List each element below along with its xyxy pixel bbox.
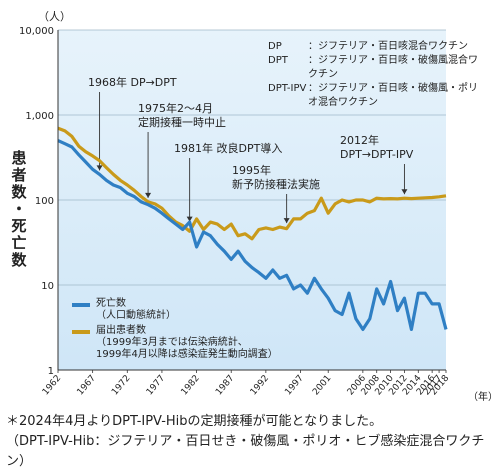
x-tick-label: 1977 bbox=[145, 374, 167, 398]
x-tick-label: 1992 bbox=[249, 374, 271, 398]
footnote: ＊2024年4月よりDPT-IPV-Hibの定期接種が可能となりました。 （DP… bbox=[6, 412, 500, 472]
annotation-1968: 1968年 DP→DPT bbox=[88, 76, 177, 89]
event-arrowhead bbox=[401, 189, 408, 195]
legend-row-dpt-ipv: DPT-IPV ：ジフテリア・百日咳・破傷風・ポリオ混合ワクチン bbox=[268, 82, 483, 110]
legend-deaths-note: （人口動態統計） bbox=[96, 310, 176, 321]
legend-row-dp: DP ：ジフテリア・百日咳混合ワクチン bbox=[268, 40, 483, 54]
y-tick-label: 10,000 bbox=[19, 26, 54, 37]
annotation-2012: 2012年 DPT→DPT-IPV bbox=[340, 134, 414, 161]
legend-desc: ：ジフテリア・百日咳・破傷風・ポリオ混合ワクチン bbox=[308, 83, 478, 108]
annotation-1975: 1975年2～4月 定期接種一時中止 bbox=[138, 102, 226, 129]
legend-patients-note: （1999年3月までは伝染病統計、 1999年4月以降は感染症発生動向調査） bbox=[96, 337, 278, 360]
y-tick-label: 1 bbox=[48, 366, 54, 377]
series-legend: 死亡数 （人口動態統計） 届出患者数 （1999年3月までは伝染病統計、 199… bbox=[72, 298, 278, 361]
legend-deaths: 死亡数 （人口動態統計） bbox=[72, 298, 278, 322]
deaths-swatch bbox=[72, 303, 90, 307]
series-lines bbox=[57, 126, 448, 331]
patients-swatch bbox=[72, 330, 90, 334]
legend-key: DPT-IPV bbox=[268, 83, 307, 94]
event-arrowhead bbox=[96, 165, 103, 171]
y-tick-label: 10 bbox=[41, 281, 54, 292]
event-arrowhead bbox=[145, 192, 152, 198]
annotation-1995: 1995年 新予防接種法実施 bbox=[232, 164, 320, 191]
patients-line bbox=[57, 126, 447, 241]
x-tick-labels: 1962 1967 1972 1977 1982 1987 1992 1997 2001 2006… bbox=[41, 370, 451, 398]
y-axis-title: 患 者 数 ・ 死 亡 数 bbox=[11, 149, 27, 269]
event-markers bbox=[96, 92, 408, 224]
legend-deaths-name: 死亡数 bbox=[96, 298, 126, 309]
x-unit-label: （年） bbox=[468, 392, 498, 403]
footnote-line2: （DPT-IPV-Hib：ジフテリア・百日せき・破傷風・ポリオ・ヒブ感染症混合ワ… bbox=[6, 434, 485, 469]
x-tick-label: 1962 bbox=[41, 374, 63, 398]
x-tick-label: 1997 bbox=[283, 374, 305, 398]
vaccine-legend: DP ：ジフテリア・百日咳混合ワクチン DPT ：ジフテリア・百日咳・破傷風混合… bbox=[268, 40, 483, 110]
annotation-1981: 1981年 改良DPT導入 bbox=[174, 142, 283, 155]
event-arrowhead bbox=[186, 216, 193, 222]
y-tick-labels: 1 10 100 1,000 10,000 bbox=[19, 26, 54, 377]
legend-key: DPT bbox=[268, 55, 288, 66]
chart-svg: 1 10 100 1,000 10,000 1962 1967 1972 1977 1982 19… bbox=[19, 26, 451, 398]
y-tick-label: 1,000 bbox=[25, 111, 54, 122]
y-unit-label: （人） bbox=[38, 10, 71, 23]
deaths-line bbox=[57, 139, 448, 331]
footnote-line1: ＊2024年4月よりDPT-IPV-Hibの定期接種が可能となりました。 bbox=[6, 414, 383, 429]
legend-row-dpt: DPT ：ジフテリア・百日咳・破傷風混合ワクチン bbox=[268, 54, 483, 82]
x-tick-label: 1987 bbox=[214, 374, 236, 398]
event-arrowhead bbox=[283, 218, 290, 224]
legend-patients-name: 届出患者数 bbox=[96, 325, 146, 336]
y-tick-label: 100 bbox=[35, 196, 54, 207]
legend-desc: ：ジフテリア・百日咳・破傷風混合ワクチン bbox=[308, 55, 478, 80]
legend-patients: 届出患者数 （1999年3月までは伝染病統計、 1999年4月以降は感染症発生動… bbox=[72, 325, 278, 361]
x-tick-label: 1972 bbox=[110, 374, 132, 398]
x-tick-label: 1982 bbox=[179, 374, 201, 398]
x-tick-label: 1967 bbox=[76, 374, 98, 398]
x-tick-label: 2001 bbox=[311, 374, 333, 398]
legend-desc: ：ジフテリア・百日咳混合ワクチン bbox=[308, 41, 468, 52]
legend-key: DP bbox=[268, 41, 282, 52]
